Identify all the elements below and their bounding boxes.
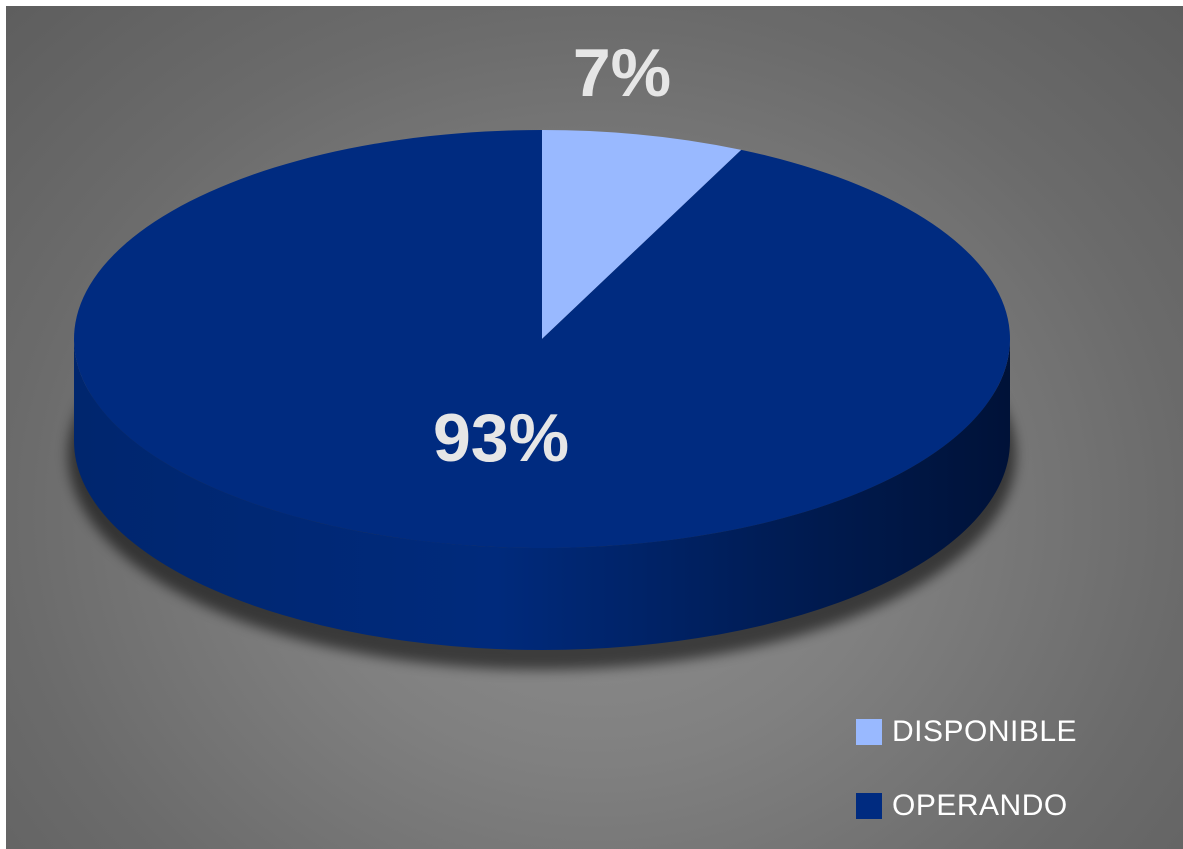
legend-swatch-disponible xyxy=(856,719,882,745)
legend-label-operando: OPERANDO xyxy=(892,789,1068,822)
chart-area: 7% 93% DISPONIBLE OPERANDO xyxy=(6,6,1183,849)
legend: DISPONIBLE OPERANDO xyxy=(856,712,1156,849)
legend-item-disponible: DISPONIBLE xyxy=(856,712,1156,752)
pie-slice-disponible[interactable] xyxy=(542,130,742,339)
pie-slice-operando[interactable] xyxy=(74,130,1011,548)
data-label-operando: 93% xyxy=(433,400,569,476)
legend-label-disponible: DISPONIBLE xyxy=(892,715,1078,748)
data-label-disponible: 7% xyxy=(573,35,671,111)
legend-swatch-operando xyxy=(856,793,882,819)
pie-chart: 7% 93% xyxy=(68,35,1016,670)
legend-item-operando: OPERANDO xyxy=(856,786,1156,826)
pie-side-wall xyxy=(74,339,1010,650)
